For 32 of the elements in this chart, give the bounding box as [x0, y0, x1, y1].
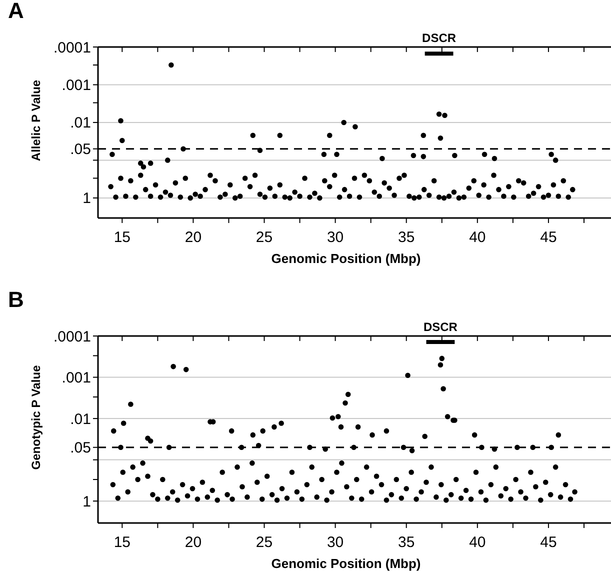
y-axis-title: Genotypic P Value — [29, 364, 43, 470]
y-tick-label: .0001 — [53, 328, 91, 346]
series-label: DSCR — [422, 31, 456, 45]
x-tick-label: 30 — [326, 229, 344, 246]
series-label: DSCR — [423, 320, 458, 334]
y-tick-label: .05 — [70, 141, 91, 158]
y-tick-label: .05 — [70, 440, 91, 457]
x-axis-title: Genomic Position (Mbp) — [271, 556, 421, 571]
y-tick-label: .001 — [62, 76, 91, 94]
chart-title: B — [8, 287, 24, 312]
x-tick-label: 35 — [398, 229, 415, 246]
x-axis-title: Genomic Position (Mbp) — [271, 251, 421, 266]
chart-title: A — [8, 0, 24, 23]
x-tick-label: 20 — [184, 534, 202, 551]
x-tick-label: 25 — [256, 534, 273, 551]
x-tick-label: 15 — [114, 534, 130, 551]
x-tick-label: 35 — [398, 534, 415, 551]
x-tick-label: 45 — [540, 534, 557, 551]
y-tick-label: .01 — [70, 410, 91, 428]
y-tick-label: 1 — [82, 493, 91, 510]
x-tick-label: 30 — [326, 534, 344, 551]
x-tick-label: 45 — [540, 229, 557, 246]
y-tick-label: .001 — [62, 370, 91, 387]
x-tick-label: 40 — [469, 534, 486, 551]
y-tick-label: .01 — [70, 114, 91, 132]
y-tick-label: .0001 — [53, 39, 91, 56]
x-tick-label: 20 — [184, 229, 202, 246]
x-tick-label: 25 — [256, 229, 273, 246]
x-tick-label: 15 — [114, 229, 130, 246]
y-axis-title: Allelic P Value — [29, 80, 43, 162]
y-tick-label: 1 — [82, 190, 91, 208]
x-tick-label: 40 — [469, 229, 486, 246]
